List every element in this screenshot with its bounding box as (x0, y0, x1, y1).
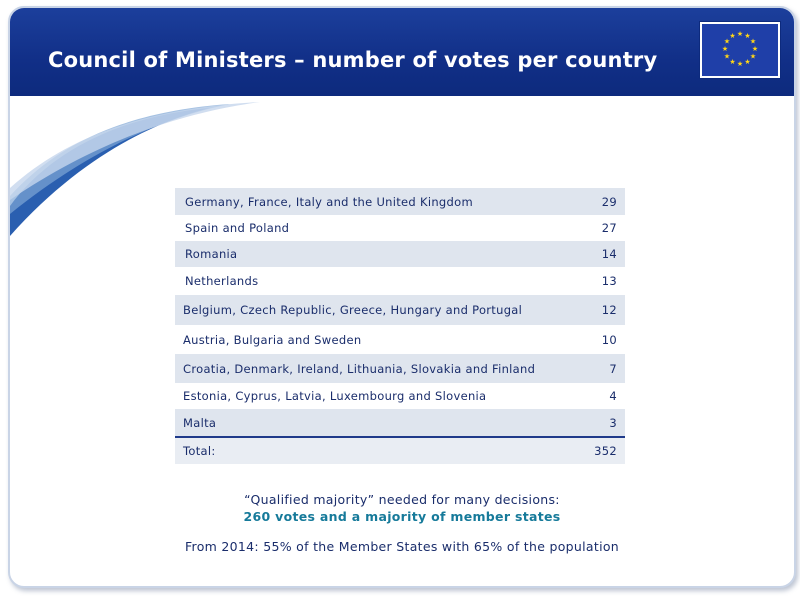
total-value: 352 (594, 444, 617, 458)
svg-text:★: ★ (724, 38, 730, 46)
votes-cell: 3 (609, 415, 617, 430)
svg-text:★: ★ (752, 45, 758, 53)
qualified-majority-note: “Qualified majority” needed for many dec… (244, 492, 560, 507)
country-cell: Malta (183, 415, 217, 430)
table-row: Netherlands 13 (175, 267, 625, 295)
svg-text:★: ★ (750, 38, 756, 46)
eu-flag-icon: ★ ★ ★ ★ ★ ★ ★ ★ ★ ★ ★ ★ (700, 22, 780, 78)
votes-cell: 7 (609, 361, 617, 376)
votes-cell: 4 (609, 389, 617, 403)
votes-cell: 27 (601, 221, 617, 235)
header-band: Council of Ministers – number of votes p… (10, 8, 794, 96)
svg-text:★: ★ (744, 58, 750, 66)
svg-text:★: ★ (750, 53, 756, 61)
svg-text:★: ★ (737, 60, 743, 68)
from-2014-note: From 2014: 55% of the Member States with… (184, 539, 620, 554)
votes-cell: 14 (601, 247, 617, 261)
country-cell: Spain and Poland (185, 221, 290, 235)
table-row: Romania 14 (175, 241, 625, 267)
table-row: Austria, Bulgaria and Sweden 10 (175, 325, 625, 354)
page-title: Council of Ministers – number of votes p… (48, 48, 658, 72)
total-row: Total: 352 (175, 436, 625, 464)
svg-text:★: ★ (722, 45, 728, 53)
votes-cell: 29 (601, 194, 617, 209)
svg-text:★: ★ (744, 32, 750, 40)
svg-text:★: ★ (724, 53, 730, 61)
decorative-swoosh (10, 102, 260, 236)
country-cell: Belgium, Czech Republic, Greece, Hungary… (183, 303, 523, 317)
country-cell: Germany, France, Italy and the United Ki… (185, 194, 473, 209)
votes-cell: 10 (601, 332, 617, 347)
table-row: Germany, France, Italy and the United Ki… (175, 188, 625, 215)
table-row: Malta 3 (175, 409, 625, 436)
country-cell: Romania (185, 247, 238, 261)
table-row: Belgium, Czech Republic, Greece, Hungary… (175, 295, 625, 325)
table-row: Estonia, Cyprus, Latvia, Luxembourg and … (175, 383, 625, 409)
svg-text:★: ★ (729, 32, 735, 40)
majority-detail-note: 260 votes and a majority of member state… (243, 509, 561, 524)
votes-cell: 12 (601, 303, 617, 317)
votes-cell: 13 (601, 274, 617, 288)
table-row: Spain and Poland 27 (175, 215, 625, 241)
total-label: Total: (183, 444, 216, 458)
country-cell: Austria, Bulgaria and Sweden (183, 332, 362, 347)
country-cell: Croatia, Denmark, Ireland, Lithuania, Sl… (183, 361, 536, 376)
country-cell: Netherlands (185, 274, 259, 288)
table-row: Croatia, Denmark, Ireland, Lithuania, Sl… (175, 354, 625, 383)
slide: Council of Ministers – number of votes p… (8, 6, 796, 588)
svg-text:★: ★ (737, 30, 743, 38)
votes-table: Germany, France, Italy and the United Ki… (175, 188, 625, 464)
svg-text:★: ★ (729, 58, 735, 66)
eu-flag-stars: ★ ★ ★ ★ ★ ★ ★ ★ ★ ★ ★ ★ (722, 30, 758, 68)
country-cell: Estonia, Cyprus, Latvia, Luxembourg and … (183, 389, 487, 403)
